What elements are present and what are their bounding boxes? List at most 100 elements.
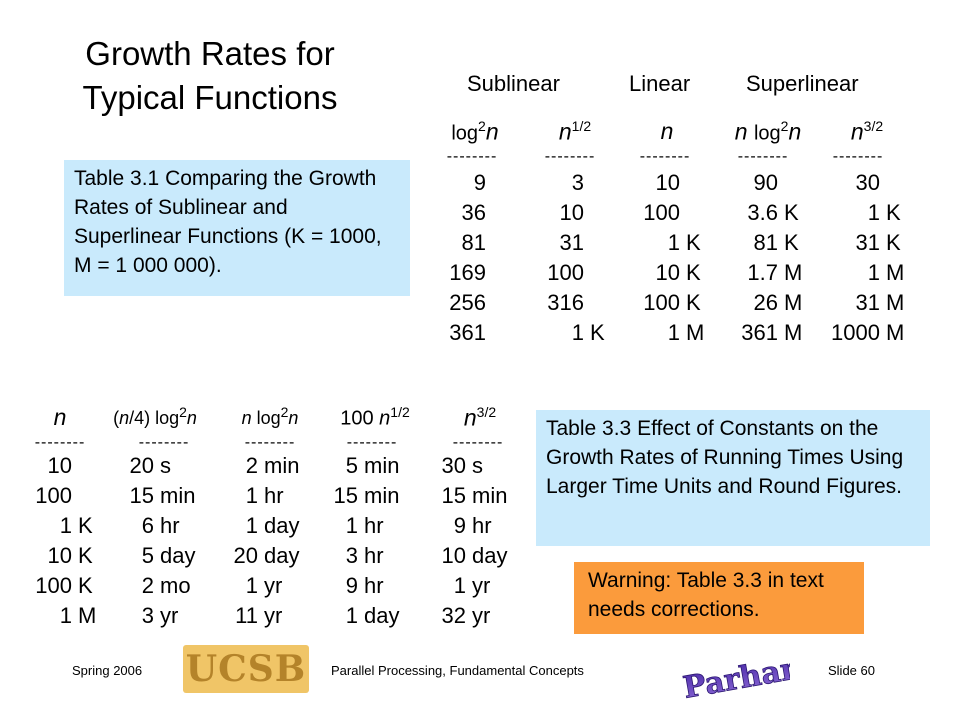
cell-value: 9	[453, 513, 466, 538]
table-cell: 361 M	[716, 320, 810, 346]
t3-header-n: n	[53, 404, 67, 430]
table-cell: 3	[528, 170, 616, 196]
cell-value: 100	[35, 573, 72, 598]
t1-dash-3: --------	[639, 148, 691, 165]
cell-value: 100	[35, 483, 72, 508]
cell-value: 256	[449, 290, 486, 315]
table-cell: 1.7 M	[716, 260, 810, 286]
cell-unit: M	[886, 290, 905, 315]
cell-value: 100	[643, 290, 680, 315]
t3-header-n4log2n: (n/4) log2n	[113, 404, 197, 428]
t1-dash-2: --------	[544, 148, 596, 165]
cell-value: 32	[441, 603, 466, 628]
t3-dash-1: --------	[34, 434, 86, 451]
footer-course: Parallel Processing, Fundamental Concept…	[331, 663, 584, 678]
table-cell: 5 day	[124, 543, 210, 569]
t1-header-nlog2n: n log2n	[734, 118, 802, 145]
cell-unit: mo	[160, 573, 191, 598]
cell-value: 36	[461, 200, 486, 225]
cell-value: 1	[245, 573, 258, 598]
table-cell: 3 yr	[124, 603, 210, 629]
cell-value: 1	[867, 260, 880, 285]
cell-value: 1	[59, 513, 72, 538]
cell-value: 31	[855, 230, 880, 255]
cell-unit: K	[784, 200, 799, 225]
footer-date: Spring 2006	[72, 663, 143, 678]
warning-box: Warning: Table 3.3 in text needs correct…	[574, 562, 864, 634]
cell-unit: hr	[264, 483, 284, 508]
cell-unit: K	[686, 290, 701, 315]
cell-value: 10	[559, 200, 584, 225]
table-cell: 11 yr	[214, 603, 314, 629]
table-cell: 5 min	[318, 453, 414, 479]
cell-unit: day	[472, 543, 508, 568]
cell-unit: min	[364, 453, 400, 478]
cell-value: 90	[753, 170, 778, 195]
cell-value: 3	[345, 543, 358, 568]
signature-logo: B Parhami	[680, 646, 790, 707]
cell-unit: K	[686, 230, 701, 255]
table-cell: 10 K	[22, 543, 108, 569]
table-cell: 2 mo	[124, 573, 210, 599]
table-cell: 15 min	[318, 483, 414, 509]
cell-value: 2	[141, 573, 154, 598]
table-cell: 15 min	[124, 483, 210, 509]
cell-value: 81	[753, 230, 778, 255]
cell-unit: yr	[472, 573, 491, 598]
cell-value: 1000	[831, 320, 880, 345]
table-cell: 100	[22, 483, 108, 509]
cell-unit: K	[78, 513, 93, 538]
cell-unit: K	[590, 320, 605, 345]
cell-unit: min	[472, 483, 508, 508]
cell-unit: K	[78, 573, 93, 598]
cell-value: 26	[753, 290, 778, 315]
table-cell: 361	[436, 320, 518, 346]
table-cell: 36	[436, 200, 518, 226]
cell-value: 1	[59, 603, 72, 628]
group-label-linear: Linear	[629, 71, 691, 96]
cell-value: 1	[571, 320, 584, 345]
cell-unit: min	[160, 483, 196, 508]
table-cell: 256	[436, 290, 518, 316]
cell-value: 15	[129, 483, 154, 508]
t3-dash-4: --------	[346, 434, 398, 451]
table-cell: 15 min	[430, 483, 522, 509]
cell-value: 1	[345, 603, 358, 628]
cell-value: 1.7	[747, 260, 778, 285]
cell-value: 30	[855, 170, 880, 195]
cell-unit: day	[160, 543, 196, 568]
cell-value: 6	[141, 513, 154, 538]
table-3-3-caption: Table 3.3 Effect of Constants on the Gro…	[536, 410, 930, 546]
cell-unit: M	[784, 260, 803, 285]
table-cell: 10	[22, 453, 108, 479]
cell-value: 10	[655, 170, 680, 195]
cell-value: 361	[449, 320, 486, 345]
cell-unit: K	[886, 200, 901, 225]
footer-slide-number: Slide 60	[828, 663, 875, 678]
cell-value: 10	[47, 543, 72, 568]
cell-value: 3.6	[747, 200, 778, 225]
cell-value: 1	[345, 513, 358, 538]
table-cell: 1 hr	[214, 483, 314, 509]
cell-unit: K	[78, 543, 93, 568]
table-cell: 32 yr	[430, 603, 522, 629]
table-cell: 31 K	[812, 230, 912, 256]
page-title: Growth Rates for Typical Functions	[82, 35, 338, 116]
cell-unit: hr	[364, 573, 384, 598]
cell-value: 361	[741, 320, 778, 345]
t3-header-100sqrt-n: 100 n1/2	[340, 404, 410, 430]
table-cell: 3.6 K	[716, 200, 810, 226]
cell-unit: K	[686, 260, 701, 285]
cell-value: 5	[141, 543, 154, 568]
cell-unit: day	[264, 513, 300, 538]
t1-dash-1: --------	[446, 148, 498, 165]
table-cell: 6 hr	[124, 513, 210, 539]
t1-header-n32: n3/2	[850, 118, 884, 145]
table-cell: 169	[436, 260, 518, 286]
cell-unit: K	[886, 230, 901, 255]
t3-dash-5: --------	[452, 434, 504, 451]
cell-value: 30	[441, 453, 466, 478]
cell-unit: M	[784, 320, 803, 345]
cell-unit: hr	[364, 513, 384, 538]
